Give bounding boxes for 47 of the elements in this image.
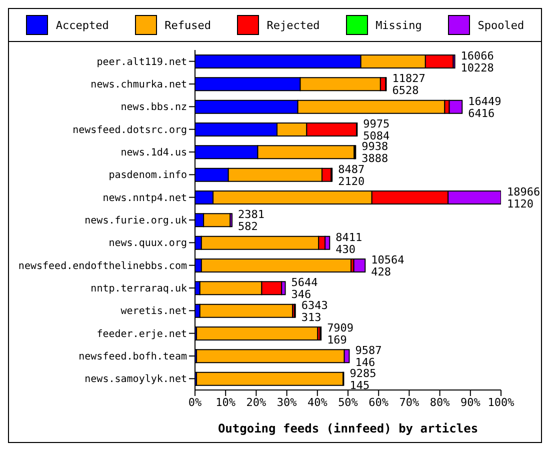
annotation: 2381 582	[238, 208, 265, 234]
y-tick-label: newsfeed.dotsrc.org	[72, 124, 187, 136]
y-tick-label: news.1d4.us	[120, 148, 187, 159]
x-tick-label: 100%	[488, 396, 515, 409]
x-tick-label: 20%	[246, 396, 267, 409]
annotation: 9975 5084	[363, 117, 390, 142]
y-tick-label: news.chmurka.net	[90, 80, 187, 91]
annotation: 18966 1120	[507, 185, 540, 210]
y-tick-label: newsfeed.endofthelinebbs.com	[18, 260, 187, 272]
annotation: 9938 3888	[362, 140, 388, 166]
y-tick-label: news.bbs.nz	[120, 102, 187, 114]
y-tick-label: feeder.erje.net	[96, 328, 187, 340]
legend-label: Rejected	[266, 18, 320, 32]
annotation: 5644 346	[291, 276, 318, 302]
x-tick-label: 90%	[460, 396, 481, 409]
annotation: 16449 6416	[468, 94, 502, 120]
legend-label: Spooled	[478, 18, 524, 32]
x-tick-label: 10%	[216, 396, 236, 409]
legend-label: Missing	[376, 18, 422, 32]
annotation: 8411 430	[336, 230, 362, 256]
y-tick-label: newsfeed.bofh.team	[78, 352, 187, 363]
x-tick-label: 60%	[368, 396, 389, 409]
annotation: 11827 6528	[392, 72, 426, 98]
annotation: 16066 10228	[460, 49, 494, 74]
x-axis-title: Outgoing feeds (innfeed) by articles	[218, 422, 478, 436]
annotation: 9587 146	[355, 344, 382, 370]
y-tick-label: pasdenom.info	[108, 170, 187, 182]
x-tick-label: 50%	[338, 396, 358, 409]
annotation: 9285 145	[350, 366, 376, 392]
y-tick-label: news.nntp4.net	[102, 192, 187, 204]
y-tick-label: news.samoylyk.net	[84, 374, 187, 386]
y-tick-label: news.quux.org	[108, 238, 187, 250]
x-tick-label: 80%	[430, 396, 450, 409]
x-tick-label: 40%	[307, 396, 328, 409]
x-tick-label: 30%	[276, 396, 298, 409]
legend-label: Accepted	[56, 18, 109, 32]
annotation: 10564 428	[371, 253, 405, 278]
y-tick-label: news.furie.org.uk	[84, 216, 187, 227]
annotation: 6343 313	[301, 298, 328, 324]
y-tick-label: peer.alt119.net	[96, 56, 187, 68]
y-tick-label: nntp.terraraq.uk	[90, 284, 187, 295]
x-tick-label: 70%	[399, 396, 420, 409]
annotation: 8487 2120	[338, 162, 365, 188]
y-tick-label: weretis.net	[120, 306, 187, 318]
annotation: 7909 169	[327, 321, 354, 346]
legend-label: Refused	[164, 18, 212, 32]
x-tick-label: 0%	[188, 396, 202, 409]
